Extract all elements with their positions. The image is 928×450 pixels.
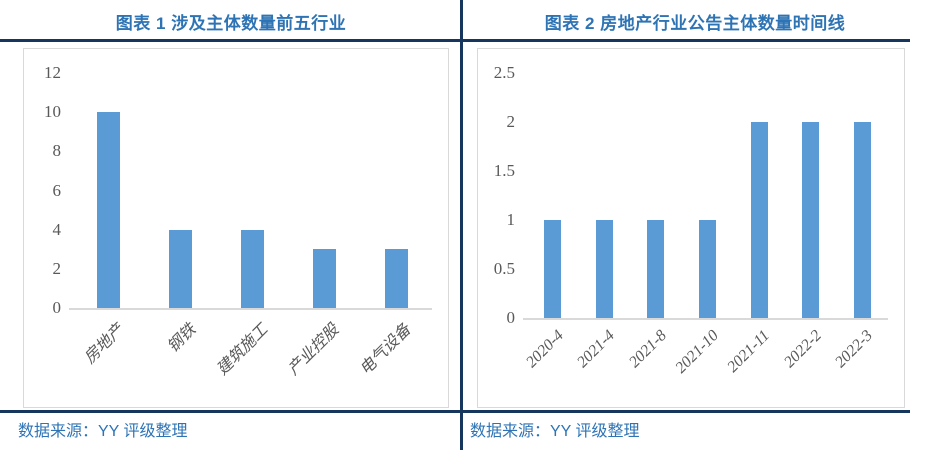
chart-1-source: 数据来源：YY 评级整理: [18, 423, 188, 440]
bar: [544, 220, 562, 318]
chart-1-plot: 0 2 4 6 8 10 12 房地产 钢铁 建筑施工 产业控股 电气设备: [44, 63, 432, 379]
y-tick-label: 2.5: [493, 63, 515, 82]
panel-chart-2: 图表 2 房地产行业公告主体数量时间线 0 0.5 1 1.5 2 2.5 2020-4 20…: [462, 0, 928, 450]
bar: [97, 112, 121, 308]
x-tick-label: 2021-4: [574, 327, 619, 372]
y-tick-label: 12: [44, 63, 61, 82]
x-tick-label: 建筑施工: [213, 321, 271, 379]
chart-2-title: 图表 2 房地产行业公告主体数量时间线: [544, 14, 846, 33]
chart-1-area: 0 2 4 6 8 10 12 房地产 钢铁 建筑施工 产业控股 电气设备: [23, 48, 449, 408]
bar: [169, 230, 193, 308]
bar: [241, 230, 264, 308]
x-tick-label: 钢铁: [164, 321, 199, 356]
y-tick-label: 10: [44, 102, 61, 122]
y-tick-label: 4: [52, 219, 62, 239]
x-tick-label: 房地产: [81, 321, 128, 368]
bar: [312, 249, 336, 308]
y-tick-label: 2: [506, 112, 516, 131]
y-tick-label: 6: [52, 180, 62, 200]
top-divider-line: [0, 39, 910, 42]
chart-2-area: 0 0.5 1 1.5 2 2.5 2020-4 2021-4 2021-8 2021-10 202…: [477, 48, 905, 408]
x-tick-label: 2022-2: [780, 327, 825, 372]
x-tick-label: 产业控股: [285, 321, 343, 379]
bottom-divider-line: [0, 410, 910, 413]
x-tick-label: 2021-11: [724, 327, 774, 376]
x-tick-label: 电气设备: [357, 321, 415, 379]
chart-2-plot: 0 0.5 1 1.5 2 2.5 2020-4 2021-4 2021-8 2021-10 202…: [494, 63, 888, 377]
x-tick-label: 2021-10: [671, 327, 722, 377]
bar: [750, 122, 768, 318]
y-tick-label: 1: [506, 210, 516, 229]
y-tick-label: 2: [52, 258, 62, 278]
x-tick-label: 2022-3: [832, 327, 877, 372]
bar: [595, 220, 613, 318]
panel-chart-1: 图表 1 涉及主体数量前五行业 0 2 4 6 8 10 12 房地产 钢铁 建筑施工 产业控股 电气…: [0, 0, 462, 450]
bar: [647, 220, 665, 318]
y-tick-label: 8: [52, 141, 62, 161]
bar: [853, 122, 871, 318]
bar: [802, 122, 820, 318]
y-tick-label: 0: [52, 298, 62, 317]
center-divider-line: [460, 0, 463, 450]
chart-1-title: 图表 1 涉及主体数量前五行业: [115, 14, 347, 33]
x-axis-line: [523, 318, 888, 320]
x-tick-label: 2020-4: [522, 327, 567, 372]
x-axis-line: [69, 308, 432, 310]
bar: [384, 249, 408, 308]
y-tick-label: 0: [506, 308, 516, 327]
y-tick-label: 0.5: [493, 259, 515, 278]
bar: [699, 220, 716, 318]
chart-2-source: 数据来源：YY 评级整理: [470, 423, 640, 440]
x-tick-label: 2021-8: [625, 327, 670, 372]
y-tick-label: 1.5: [493, 161, 515, 180]
